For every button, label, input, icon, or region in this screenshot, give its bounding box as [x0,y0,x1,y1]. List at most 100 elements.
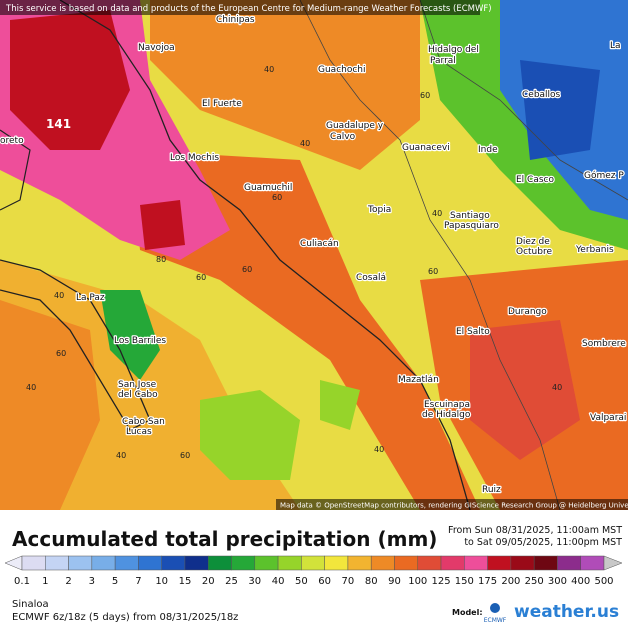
max-label: 141 [46,117,71,131]
colorbar-tick-label: 80 [365,576,378,587]
place-label: Inde [478,145,498,155]
contour-label: 60 [272,193,282,202]
precip-field [200,390,300,480]
contour-labels: 40 60 80 60 60 40 60 40 40 60 40 60 40 40 60 40 [26,65,562,460]
precip-field [100,290,160,380]
colorbar-tick-label: 25 [225,576,238,587]
colorbar: 0.1 1 2 3 5 7 10 15 20 25 30 40 50 60 70 80 90 100 125 150 1… [4,555,623,587]
place-label: Papasquiaro [444,221,499,231]
place-label: del Cabo [118,390,158,400]
colorbar-tick-label: 90 [388,576,401,587]
colorbar-segment [370,555,395,571]
period-end: to Sat 09/05/2025, 11:00pm MST [464,537,622,548]
colorbar-segment [580,555,605,571]
colorbar-tick-label: 1 [42,576,48,587]
colorbar-segment [91,555,116,571]
place-label: Los Barriles [114,336,166,346]
colorbar-tick-label: 5 [112,576,118,587]
colorbar-tick-label: 50 [295,576,308,587]
contour-label: 40 [432,209,442,218]
colorbar-segment [417,555,442,571]
place-label: Gómez P [584,170,624,181]
colorbar-tick-label: 125 [431,576,450,587]
place-label: Santiago [450,211,490,221]
place-label: Los Mochis [170,153,219,163]
precip-field [150,0,420,170]
colorbar-segment [440,555,465,571]
colorbar-tick-label: 10 [155,576,168,587]
coastline [0,259,151,431]
place-label: El Casco [516,175,554,185]
place-label: Calvo [330,132,356,142]
colorbar-segment [510,555,535,571]
precip-field [320,380,360,430]
colorbar-arrow [603,555,623,571]
colorbar-segment [138,555,162,571]
colorbar-segment [184,555,209,571]
contour-label: 60 [242,265,252,274]
colorbar-segment [277,555,302,571]
place-label: San Jose [118,380,157,390]
place-label: La Paz [76,293,105,303]
place-label: Topia [367,205,391,215]
precip-field [520,60,600,160]
contour-label: 40 [26,383,36,392]
place-label: de Hidalgo [422,410,471,420]
colorbar-segment [347,555,372,571]
colorbar-segment [68,555,93,571]
place-label: Ruiz [482,485,501,495]
place-label: Guamuchil [244,183,292,193]
colorbar-tick-label: 100 [408,576,427,587]
place-label: Valparai [590,413,626,423]
colorbar-segment [21,555,46,571]
place-label: Diez de [516,237,550,247]
place-label: Navojoa [138,43,175,53]
colorbar-tick-label: 3 [89,576,95,587]
place-label: Durango [508,307,547,317]
attribution-band [0,0,480,15]
colorbar-tick-label: 300 [548,576,567,587]
colorbar-tick-label: 150 [455,576,474,587]
title: Accumulated total precipitation (mm) [12,527,437,551]
colorbar-segment [324,555,349,571]
colorbar-tick-label: 60 [318,576,331,587]
model-label: Model: [452,608,483,617]
colorbar-segment [161,555,186,571]
precip-field [470,320,580,460]
contour-label: 60 [56,349,66,358]
colorbar-segment [231,555,256,571]
colorbar-segment [301,555,325,571]
contour-label: 40 [300,139,310,148]
place-label: Escuinapa [424,400,470,410]
place-label: Culiacán [300,239,339,249]
place-label: Yerbanis [575,245,614,255]
place-label: Ceballos [522,90,561,100]
place-label: oreto [0,136,24,146]
place-label: Guadalupe y [326,121,384,131]
colorbar-segment [114,555,139,571]
place-label: Guanacevi [402,143,450,153]
colorbar-tick-label: 15 [179,576,192,587]
place-label: Mazatlán [398,375,439,385]
colorbar-segment [45,555,69,571]
place-label: Cabo San [122,417,165,427]
colorbar-tick-label: 40 [272,576,285,587]
contour-label: 40 [116,451,126,460]
colorbar-tick-label: 200 [501,576,520,587]
colorbar-tick-label: 250 [525,576,544,587]
place-label: Chinipas [216,15,255,25]
precip-field [0,300,100,510]
place-label: Sombrere [582,339,626,349]
colorbar-tick-label: 30 [248,576,261,587]
place-label: La [610,41,621,51]
attribution: Map data © OpenStreetMap contributors, r… [280,502,628,510]
colorbar-tick-label: 2 [65,576,71,587]
contour-label: 60 [420,91,430,100]
colorbar-tick-label: 0.1 [14,576,30,587]
place-label: Lucas [126,427,152,437]
colorbar-tick-label: 175 [478,576,497,587]
colorbar-segment [394,555,419,571]
coastline [59,0,471,510]
